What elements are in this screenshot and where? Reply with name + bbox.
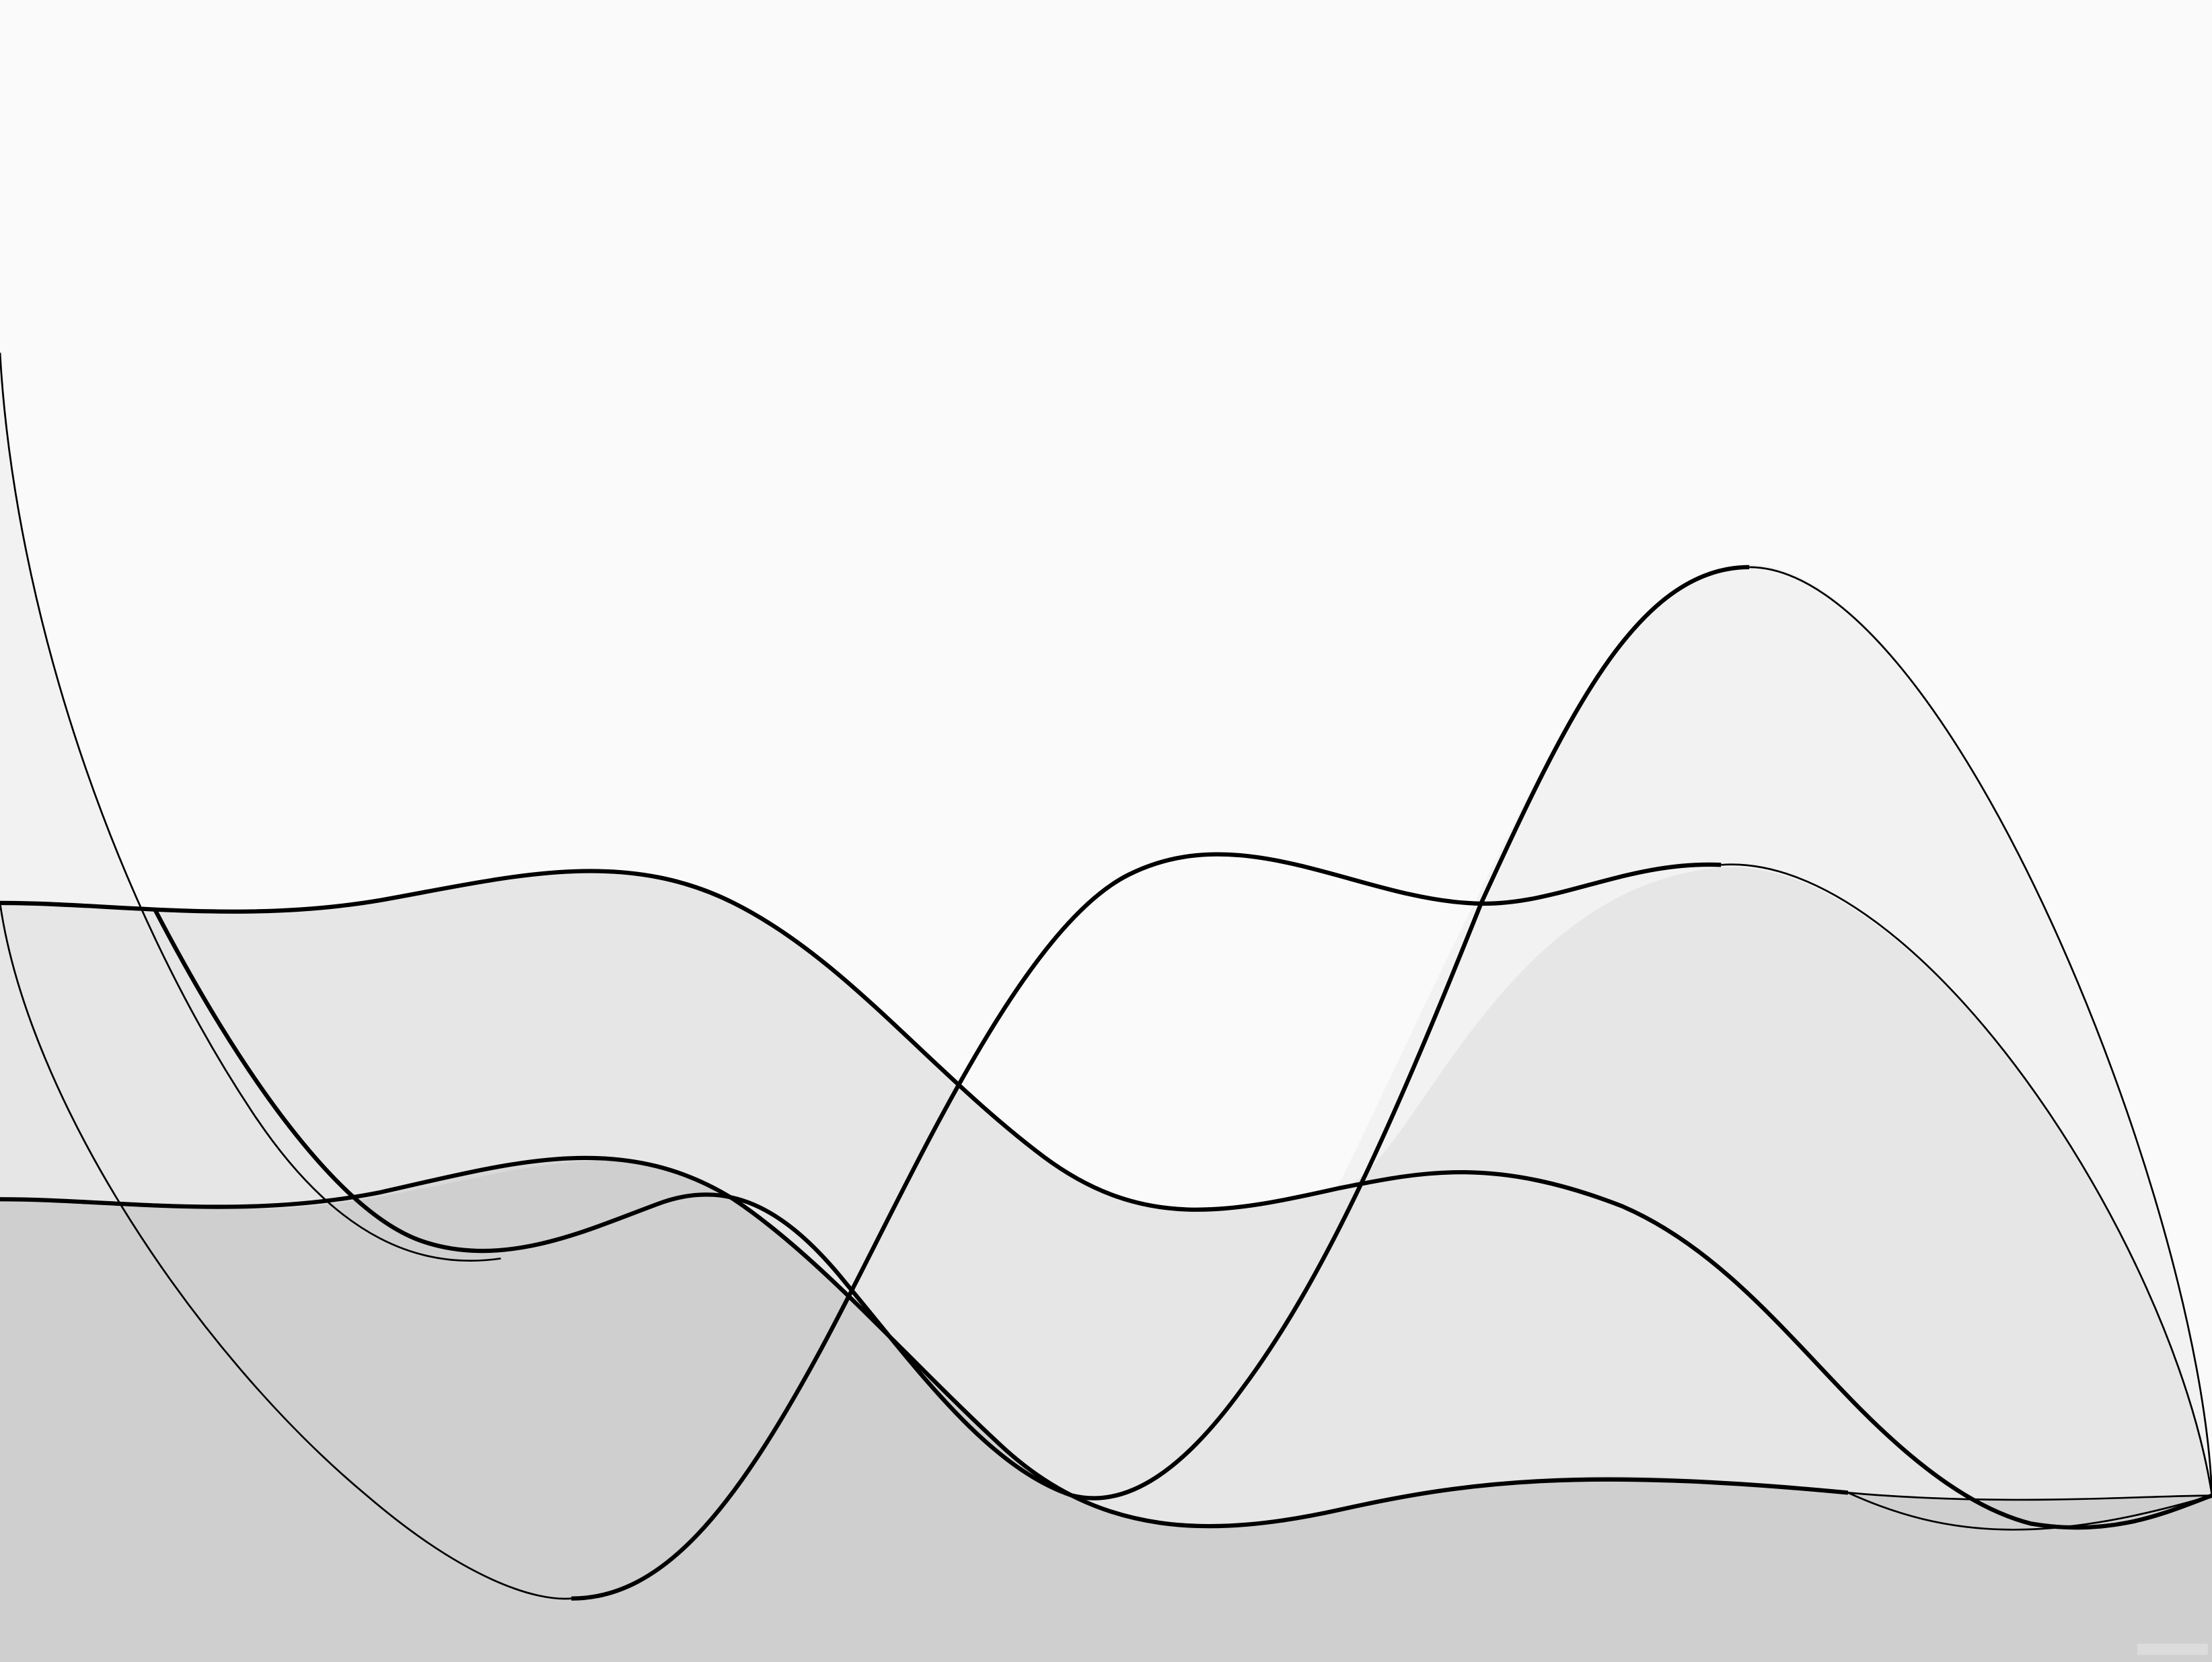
band-darkest <box>0 1160 2212 1662</box>
thin-baseline-right <box>1847 1492 2212 1501</box>
thin-curve-right-outer <box>1749 566 2212 1496</box>
thin-curve-right-bottom <box>1847 1492 2212 1531</box>
thin-arc-left <box>0 353 501 1262</box>
wave-line-4 <box>571 852 1722 1601</box>
thin-curve-right-inner <box>1721 863 2212 1496</box>
thin-curve-left-lower <box>0 902 572 1600</box>
wave-line-1 <box>0 869 2212 1530</box>
corner-mark <box>2137 1643 2208 1655</box>
